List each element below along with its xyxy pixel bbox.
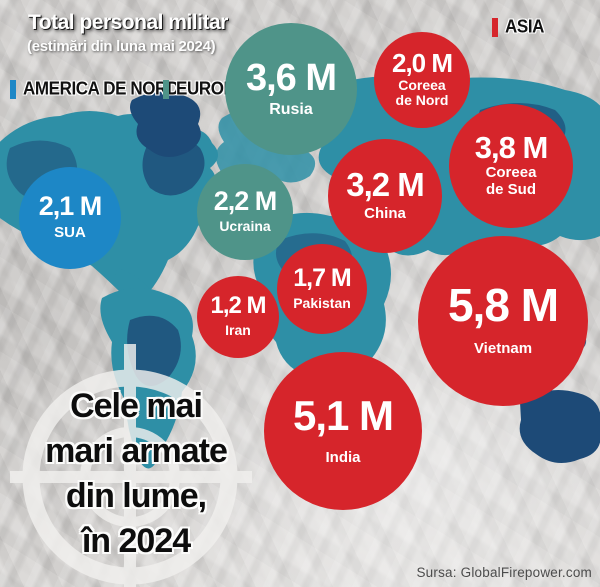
page-subtitle: (estimări din luna mai 2024) bbox=[27, 38, 216, 55]
bubble-china: 3,2 M China bbox=[328, 139, 442, 253]
legend-label: AMERICA DE NORD bbox=[23, 78, 179, 99]
bubble-ucraina: 2,2 M Ucraina bbox=[197, 164, 293, 260]
bubble-coreea-de-nord: 2,0 M Coreea de Nord bbox=[374, 32, 470, 128]
legend-swatch-europe bbox=[163, 79, 169, 99]
headline: Cele mai mari armate din lume, în 2024 bbox=[2, 384, 270, 564]
bubble-country: China bbox=[364, 204, 406, 222]
bubble-country: Rusia bbox=[269, 100, 313, 118]
bubble-country: Coreea de Nord bbox=[395, 76, 449, 109]
legend-item-asia: ASIA bbox=[492, 16, 545, 37]
bubble-india: 5,1 M India bbox=[264, 352, 422, 510]
bubble-value: 1,7 M bbox=[293, 263, 352, 292]
bubble-value: 3,2 M bbox=[346, 166, 425, 204]
bubble-country: Ucraina bbox=[219, 218, 271, 235]
headline-line: Cele mai bbox=[70, 387, 203, 425]
page-title: Total personal militar bbox=[28, 11, 228, 34]
bubble-value: 5,1 M bbox=[292, 391, 394, 439]
headline-line: mari armate bbox=[45, 432, 228, 470]
bubble-value: 5,8 M bbox=[447, 278, 559, 331]
bubble-country: Pakistan bbox=[293, 294, 351, 311]
bubble-value: 1,2 M bbox=[210, 292, 266, 320]
legend-swatch-north-america bbox=[10, 79, 16, 99]
bubble-pakistan: 1,7 M Pakistan bbox=[277, 244, 367, 334]
legend-item-america-de-nord: AMERICA DE NORD bbox=[10, 78, 179, 99]
bubble-value: 2,1 M bbox=[38, 191, 103, 222]
bubble-country: SUA bbox=[54, 223, 86, 241]
bubble-country: Coreea de Sud bbox=[485, 164, 537, 199]
bubble-country: Iran bbox=[225, 322, 251, 339]
bubble-country: India bbox=[325, 448, 361, 466]
bubble-value: 3,6 M bbox=[245, 56, 337, 99]
bubble-vietnam: 5,8 M Vietnam bbox=[418, 236, 588, 406]
bubble-country: Vietnam bbox=[473, 340, 533, 358]
bubble-value: 2,2 M bbox=[213, 185, 278, 216]
bubble-iran: 1,2 M Iran bbox=[197, 276, 279, 358]
headline-line: din lume, bbox=[65, 477, 207, 515]
bubble-sua: 2,1 M SUA bbox=[19, 167, 121, 269]
bubble-rusia: 3,6 M Rusia bbox=[225, 23, 357, 155]
bubble-value: 2,0 M bbox=[391, 47, 453, 78]
source-credit: Sursa: GlobalFirepower.com bbox=[416, 565, 592, 580]
legend-label: ASIA bbox=[505, 16, 545, 37]
legend-swatch-asia bbox=[492, 17, 498, 37]
headline-line: în 2024 bbox=[81, 522, 191, 560]
bubble-value: 3,8 M bbox=[474, 129, 549, 165]
bubble-coreea-de-sud: 3,8 M Coreea de Sud bbox=[449, 104, 573, 228]
